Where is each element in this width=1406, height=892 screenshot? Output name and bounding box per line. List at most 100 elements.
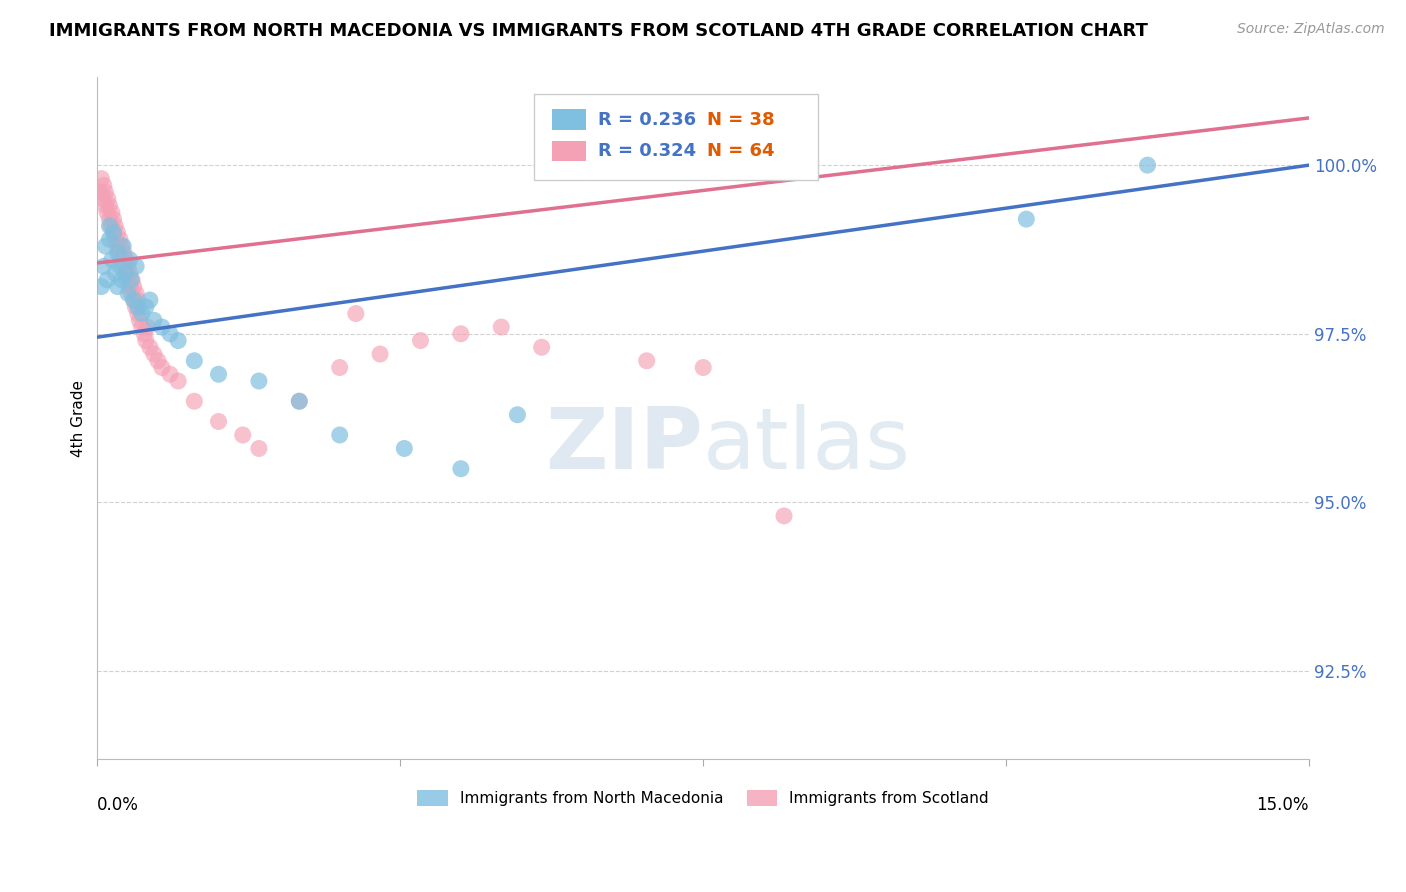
- Point: [135, 300, 157, 314]
- Point: [207, 368, 229, 382]
- Point: [692, 360, 714, 375]
- Point: [108, 260, 131, 274]
- Point: [120, 273, 142, 287]
- Point: [96, 273, 118, 287]
- Text: IMMIGRANTS FROM NORTH MACEDONIA VS IMMIGRANTS FROM SCOTLAND 4TH GRADE CORRELATIO: IMMIGRANTS FROM NORTH MACEDONIA VS IMMIG…: [49, 22, 1149, 40]
- Point: [127, 293, 149, 307]
- Point: [167, 374, 190, 388]
- Point: [530, 340, 553, 354]
- Point: [107, 226, 129, 240]
- Point: [134, 326, 156, 341]
- Point: [139, 340, 162, 354]
- Point: [107, 245, 129, 260]
- Point: [450, 326, 472, 341]
- Text: atlas: atlas: [703, 404, 911, 487]
- Point: [329, 428, 352, 442]
- Point: [103, 226, 125, 240]
- Point: [98, 219, 121, 233]
- Point: [247, 442, 270, 456]
- Point: [117, 286, 139, 301]
- Point: [112, 245, 135, 260]
- Text: ZIP: ZIP: [546, 404, 703, 487]
- FancyBboxPatch shape: [533, 95, 818, 179]
- Point: [94, 185, 117, 199]
- Point: [90, 279, 112, 293]
- Point: [89, 185, 111, 199]
- Point: [104, 219, 127, 233]
- Point: [94, 199, 117, 213]
- Point: [110, 273, 132, 287]
- Point: [98, 232, 121, 246]
- Point: [91, 192, 114, 206]
- Point: [232, 428, 254, 442]
- Text: N = 64: N = 64: [707, 142, 775, 160]
- Point: [207, 415, 229, 429]
- Point: [118, 279, 141, 293]
- Point: [131, 307, 153, 321]
- Point: [491, 320, 513, 334]
- Point: [127, 300, 149, 314]
- Point: [120, 286, 142, 301]
- Point: [125, 286, 148, 301]
- Point: [117, 260, 139, 274]
- Point: [108, 232, 131, 246]
- Point: [97, 192, 120, 206]
- Point: [288, 394, 311, 409]
- Point: [100, 219, 122, 233]
- Point: [142, 313, 165, 327]
- Point: [450, 461, 472, 475]
- Point: [128, 313, 150, 327]
- Point: [142, 347, 165, 361]
- Point: [247, 374, 270, 388]
- Point: [101, 252, 124, 267]
- Point: [98, 199, 121, 213]
- Point: [773, 508, 796, 523]
- Point: [146, 353, 169, 368]
- Text: R = 0.324: R = 0.324: [598, 142, 696, 160]
- Point: [110, 239, 132, 253]
- Point: [114, 266, 136, 280]
- Point: [1015, 212, 1038, 227]
- Point: [107, 239, 129, 253]
- Point: [108, 245, 131, 260]
- Point: [104, 266, 127, 280]
- Text: N = 38: N = 38: [707, 111, 775, 128]
- Point: [150, 360, 173, 375]
- Point: [90, 171, 112, 186]
- Point: [104, 232, 127, 246]
- Point: [94, 239, 117, 253]
- Point: [506, 408, 529, 422]
- Point: [409, 334, 432, 348]
- Point: [114, 252, 136, 267]
- Point: [125, 260, 148, 274]
- Point: [124, 300, 146, 314]
- Point: [114, 266, 136, 280]
- Point: [101, 205, 124, 219]
- Point: [96, 205, 118, 219]
- Point: [98, 212, 121, 227]
- Point: [103, 226, 125, 240]
- Point: [636, 353, 658, 368]
- Point: [394, 442, 416, 456]
- Point: [93, 260, 115, 274]
- Point: [131, 320, 153, 334]
- Point: [159, 368, 181, 382]
- Point: [122, 279, 145, 293]
- Y-axis label: 4th Grade: 4th Grade: [72, 380, 86, 457]
- Point: [159, 326, 181, 341]
- Point: [136, 320, 159, 334]
- Point: [112, 260, 135, 274]
- Point: [344, 307, 367, 321]
- FancyBboxPatch shape: [551, 110, 586, 130]
- Point: [118, 252, 141, 267]
- Point: [329, 360, 352, 375]
- Point: [127, 307, 149, 321]
- Point: [288, 394, 311, 409]
- Point: [122, 293, 145, 307]
- Legend: Immigrants from North Macedonia, Immigrants from Scotland: Immigrants from North Macedonia, Immigra…: [412, 784, 995, 813]
- Point: [139, 293, 162, 307]
- Point: [122, 293, 145, 307]
- Point: [121, 273, 143, 287]
- Point: [115, 273, 138, 287]
- Point: [93, 178, 115, 193]
